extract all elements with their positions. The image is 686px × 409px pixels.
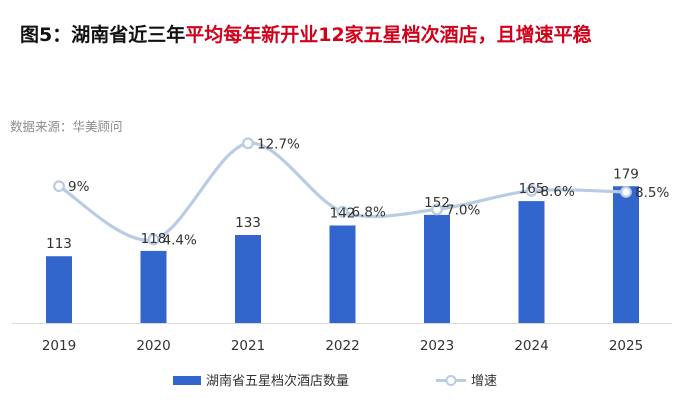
bar-2025 [613, 186, 639, 323]
growth-marker-2020 [147, 233, 160, 246]
growth-label-2023: 7.0% [446, 202, 480, 218]
growth-marker-2024 [525, 184, 538, 197]
legend-line-label: 增速 [471, 374, 497, 389]
bar-label-2021: 133 [235, 215, 261, 231]
growth-marker-2019 [53, 180, 65, 193]
growth-marker-2022 [336, 205, 349, 218]
x-tick-2025: 2025 [609, 338, 643, 354]
bar-label-2020: 118 [141, 231, 167, 247]
growth-marker-2025 [620, 186, 632, 198]
chart-title-prefix: 图5：湖南省近三年 [20, 24, 186, 46]
growth-label-2019: 9% [68, 179, 90, 195]
bar-2021 [235, 235, 261, 323]
x-tick-2021: 2021 [231, 338, 265, 354]
growth-label-2020: 4.4% [163, 233, 197, 249]
growth-marker-2023 [431, 203, 443, 216]
bar-label-2023: 152 [424, 195, 450, 211]
chart-title-highlight: 平均每年新开业12家五星档次酒店，且增速平稳 [185, 24, 592, 46]
bar-2022 [329, 225, 356, 323]
growth-label-2025: 8.5% [635, 185, 669, 201]
legend-line-marker [445, 375, 457, 386]
legend-bar-swatch [173, 376, 201, 385]
x-tick-2019: 2019 [42, 338, 76, 354]
x-tick-2024: 2024 [514, 338, 548, 354]
bar-2024 [518, 201, 545, 323]
x-tick-2022: 2022 [325, 338, 359, 354]
growth-label-2024: 8.6% [541, 184, 575, 200]
x-tick-2020: 2020 [136, 338, 170, 354]
growth-label-2022: 6.8% [352, 205, 386, 221]
bar-label-2019: 113 [46, 236, 72, 252]
bar-label-2024: 165 [519, 181, 545, 197]
chart-title: 图5：湖南省近三年平均每年新开业12家五星档次酒店，且增速平稳 [20, 20, 592, 47]
x-tick-2023: 2023 [420, 338, 454, 354]
bar-label-2022: 142 [330, 205, 356, 221]
legend-bar-label: 湖南省五星档次酒店数量 [206, 373, 349, 389]
bar-2020 [140, 250, 167, 323]
bar-2019 [46, 256, 72, 323]
bar-label-2025: 179 [613, 166, 639, 182]
growth-marker-2021 [242, 137, 254, 150]
growth-label-2021: 12.7% [257, 136, 300, 152]
bar-2023 [424, 214, 450, 323]
data-source: 数据来源：华美顾问 [10, 119, 123, 134]
